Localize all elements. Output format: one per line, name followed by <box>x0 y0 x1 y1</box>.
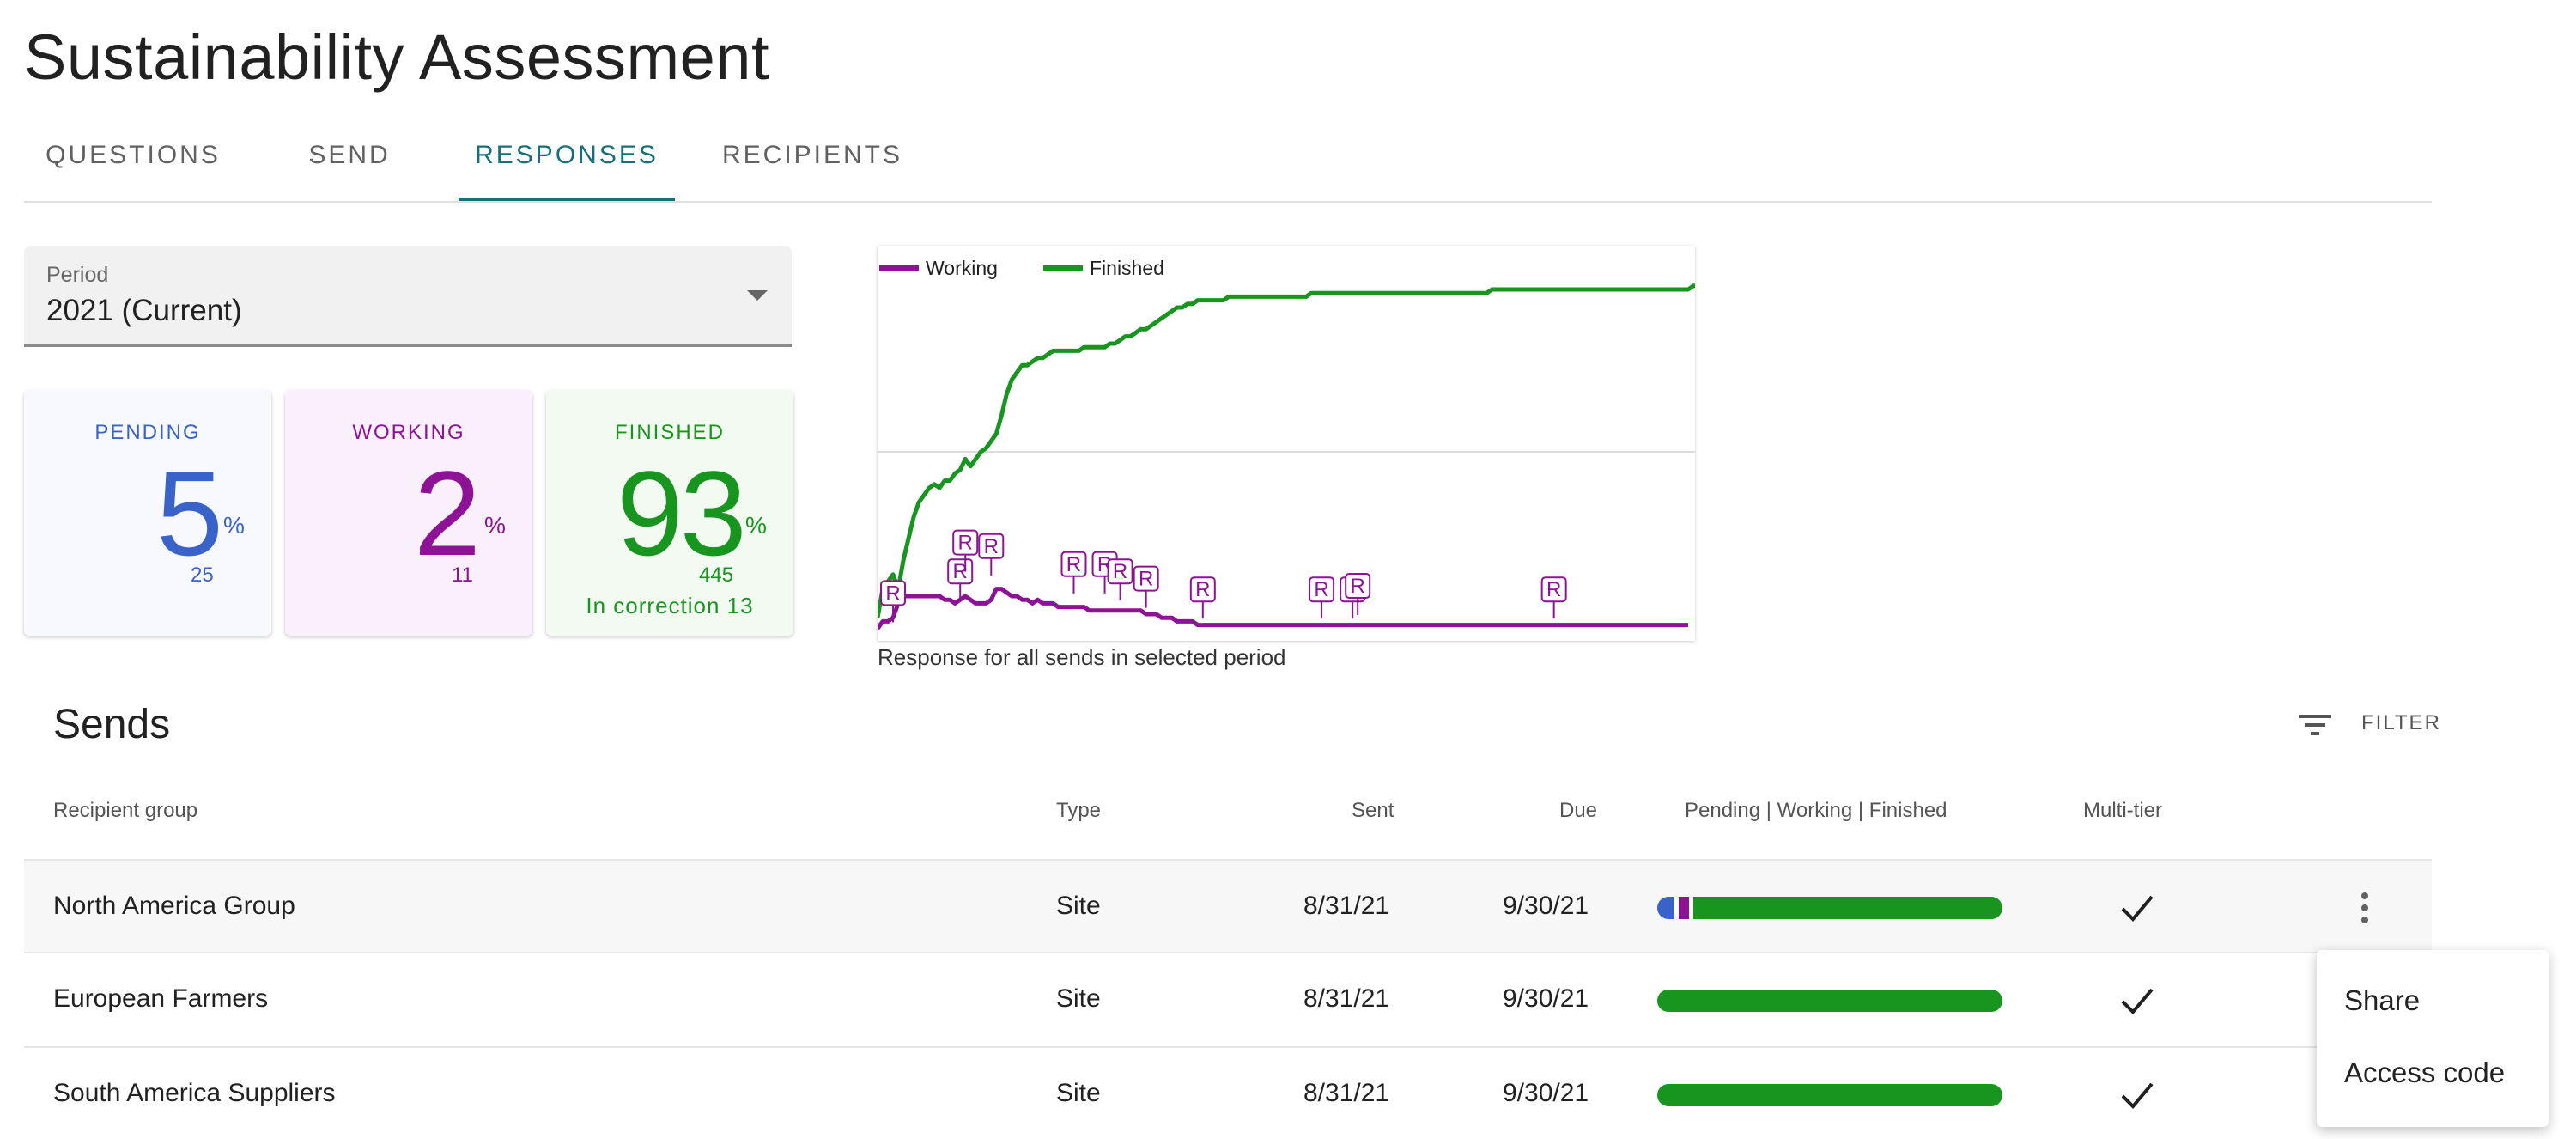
annotation-marker <box>952 529 979 556</box>
tab-bar: QUESTIONS SEND RESPONSES RECIPIENTS <box>24 129 2432 203</box>
finished-percent-sign: % <box>745 512 767 539</box>
due-cell: 9/30/21 <box>1503 892 1589 920</box>
tab-send[interactable]: SEND <box>308 141 391 169</box>
annotation-marker <box>1540 576 1567 603</box>
filter-icon <box>2299 715 2331 735</box>
tab-questions[interactable]: QUESTIONS <box>46 141 221 169</box>
sent-cell: 8/31/21 <box>1303 1079 1390 1107</box>
menu-item-access-code[interactable]: Access code <box>2344 1057 2506 1088</box>
annotation-label: R <box>885 582 900 605</box>
annotation-label: R <box>1113 560 1127 583</box>
chart-caption: Response for all sends in selected perio… <box>878 644 1286 670</box>
annotation-marker <box>1060 551 1087 577</box>
status-progress-bar <box>1657 990 2002 1012</box>
filter-label: FILTER <box>2361 711 2441 734</box>
finished-count: 445 <box>699 563 734 587</box>
pending-segment <box>1657 897 1675 919</box>
pending-card: PENDING 5 % 25 <box>24 390 271 636</box>
finished-segment <box>1657 1084 2002 1106</box>
recipient-group-cell: European Farmers <box>53 984 269 1013</box>
annotation-label: R <box>1546 578 1561 601</box>
pending-percent: 5 <box>156 446 223 581</box>
more-vert-icon[interactable] <box>2348 888 2382 928</box>
type-cell: Site <box>1056 892 1101 920</box>
table-row[interactable]: European Farmers Site 8/31/21 9/30/21 <box>24 953 2432 1048</box>
column-header-due[interactable]: Due <box>1559 799 1598 822</box>
finished-label: FINISHED <box>614 421 725 444</box>
legend-entry: Finished <box>1090 257 1164 279</box>
sent-cell: 8/31/21 <box>1303 892 1390 920</box>
annotation-marker <box>1133 565 1159 592</box>
annotation-label: R <box>1139 568 1153 591</box>
sent-cell: 8/31/21 <box>1303 984 1390 1013</box>
annotation-label: R <box>1066 553 1081 576</box>
series-line-working <box>875 587 1688 630</box>
filter-button[interactable]: FILTER <box>2296 706 2439 746</box>
type-cell: Site <box>1056 984 1101 1013</box>
series-line-finished <box>875 283 1710 618</box>
status-progress-bar <box>1657 897 2002 919</box>
due-cell: 9/30/21 <box>1503 1079 1589 1107</box>
recipient-group-cell: North America Group <box>53 892 295 920</box>
working-percent: 2 <box>414 446 481 581</box>
finished-segment <box>1657 990 2002 1012</box>
column-header-status[interactable]: Pending | Working | Finished <box>1685 799 1947 822</box>
period-value: 2021 (Current) <box>46 294 242 327</box>
table-row[interactable]: North America Group Site 8/31/21 9/30/21 <box>24 859 2432 953</box>
finished-card: FINISHED 93 % 445 In correction 13 <box>546 390 793 636</box>
caret-down-icon <box>747 290 768 301</box>
annotation-marker <box>978 533 1005 559</box>
response-chart-svg: RRRRRRRRRRRRRWorkingFinished <box>875 257 1710 630</box>
type-cell: Site <box>1056 1079 1101 1107</box>
annotation-marker <box>1309 576 1335 603</box>
response-chart: RRRRRRRRRRRRRWorkingFinished <box>875 246 1710 641</box>
annotation-marker <box>1345 573 1371 599</box>
segment-gap <box>1688 897 1693 919</box>
check-icon <box>2121 1082 2154 1109</box>
working-percent-sign: % <box>484 512 506 539</box>
due-cell: 9/30/21 <box>1503 984 1589 1013</box>
table-row[interactable]: South America Suppliers Site 8/31/21 9/3… <box>24 1048 2432 1139</box>
legend-entry: Working <box>926 257 998 279</box>
column-header-sent[interactable]: Sent <box>1352 799 1394 822</box>
tab-recipients[interactable]: RECIPIENTS <box>721 141 903 169</box>
status-progress-bar <box>1657 1084 2002 1106</box>
page-title: Sustainability Assessment <box>24 21 770 93</box>
check-icon <box>2121 988 2154 1014</box>
menu-item-share[interactable]: Share <box>2344 984 2421 1016</box>
sends-title: Sends <box>53 702 171 747</box>
annotation-label: R <box>953 560 968 583</box>
column-header-type[interactable]: Type <box>1056 799 1102 822</box>
pending-label: PENDING <box>94 421 201 444</box>
annotation-marker <box>1189 576 1216 603</box>
recipient-group-cell: South America Suppliers <box>53 1079 336 1107</box>
working-count: 11 <box>452 563 473 587</box>
annotation-marker <box>880 580 907 606</box>
annotation-marker <box>1107 558 1133 585</box>
tab-responses[interactable]: RESPONSES <box>459 129 675 201</box>
period-select[interactable]: Period 2021 (Current) <box>24 246 792 347</box>
annotation-label: R <box>958 532 973 555</box>
column-header-multi-tier[interactable]: Multi-tier <box>2083 799 2163 822</box>
pending-percent-sign: % <box>223 512 245 539</box>
annotation-label: R <box>1195 578 1210 601</box>
annotation-label: R <box>1351 575 1365 598</box>
check-icon <box>2121 895 2154 922</box>
finished-percent: 93 <box>617 446 747 581</box>
finished-segment <box>1692 897 2002 919</box>
annotation-label: R <box>1314 578 1328 601</box>
row-context-menu: Share Access code <box>2317 950 2549 1127</box>
segment-gap <box>1674 897 1679 919</box>
working-label: WORKING <box>352 421 465 444</box>
in-correction-text: In correction 13 <box>586 593 754 618</box>
annotation-label: R <box>984 535 999 558</box>
working-card: WORKING 2 % 11 <box>285 390 532 636</box>
column-header-recipient-group[interactable]: Recipient group <box>53 799 198 822</box>
working-segment <box>1678 897 1689 919</box>
pending-count: 25 <box>191 563 214 587</box>
period-label: Period <box>46 263 109 287</box>
